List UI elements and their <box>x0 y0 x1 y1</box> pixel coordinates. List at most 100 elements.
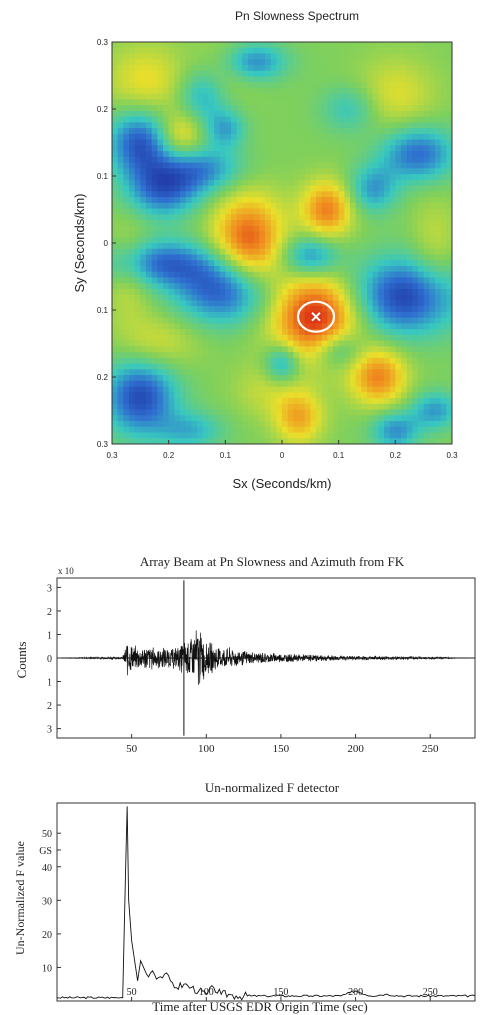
heatmap-cell <box>287 260 294 267</box>
heatmap-cell <box>265 369 272 376</box>
heatmap-cell <box>134 225 141 233</box>
heatmap-cell <box>316 432 323 439</box>
heatmap-cell <box>236 317 243 324</box>
heatmap-cell <box>361 438 368 444</box>
heatmap-cell <box>242 432 249 439</box>
x-tick-label: 250 <box>422 743 439 755</box>
heatmap-cell <box>316 185 323 192</box>
heatmap-cell <box>321 93 328 101</box>
heatmap-cell <box>202 340 209 347</box>
heatmap-cell <box>310 208 317 215</box>
heatmap-cell <box>253 369 260 376</box>
heatmap-cell <box>316 82 323 89</box>
heatmap-cell <box>180 105 187 112</box>
heatmap-cell <box>270 260 277 267</box>
heatmap-cell <box>372 99 379 106</box>
heatmap-cell <box>270 340 277 347</box>
heatmap-cell <box>384 220 391 227</box>
heatmap-cell <box>316 191 323 198</box>
heatmap-cell <box>168 87 175 95</box>
heatmap-cell <box>440 145 447 152</box>
heatmap-cell <box>197 277 204 284</box>
heatmap-cell <box>174 323 181 330</box>
heatmap-cell <box>293 174 300 181</box>
heatmap-cell <box>395 59 402 66</box>
heatmap-cell <box>146 231 153 238</box>
heatmap-cell <box>350 334 357 342</box>
heatmap-cell <box>140 311 147 319</box>
heatmap-cell <box>389 248 396 256</box>
heatmap-cell <box>406 82 413 89</box>
heatmap-cell <box>265 438 272 444</box>
heatmap-cell <box>412 185 419 192</box>
heatmap-cell <box>446 294 452 302</box>
heatmap-cell <box>140 105 147 112</box>
heatmap-cell <box>435 380 442 388</box>
heatmap-cell <box>287 174 294 181</box>
heatmap-cell <box>214 426 221 434</box>
heatmap-cell <box>180 283 187 290</box>
heatmap-cell <box>384 231 391 238</box>
heatmap-cell <box>423 323 430 330</box>
heatmap-cell <box>395 174 402 181</box>
heatmap-cell <box>151 220 158 227</box>
y-tick-label: 2 <box>47 607 52 618</box>
heatmap-cell <box>372 64 379 72</box>
heatmap-cell <box>429 357 436 365</box>
heatmap-cell <box>112 415 119 422</box>
heatmap-cell <box>355 42 362 49</box>
heatmap-cell <box>157 174 164 181</box>
heatmap-cell <box>202 128 209 135</box>
heatmap-cell <box>253 214 260 221</box>
heatmap-cell <box>372 294 379 302</box>
heatmap-cell <box>157 133 164 141</box>
heatmap-cell <box>219 76 226 83</box>
heatmap-cell <box>242 231 249 238</box>
heatmap-cell <box>134 415 141 422</box>
heatmap-cell <box>265 93 272 101</box>
heatmap-cell <box>191 415 198 422</box>
heatmap-cell <box>304 179 311 187</box>
heatmap-cell <box>157 248 164 256</box>
heatmap-cell <box>219 403 226 411</box>
heatmap-cell <box>151 99 158 106</box>
heatmap-cell <box>180 334 187 342</box>
heatmap-cell <box>214 248 221 256</box>
heatmap-cell <box>129 237 136 244</box>
heatmap-cell <box>259 415 266 422</box>
heatmap-cell <box>253 306 260 313</box>
heatmap-cell <box>299 352 306 359</box>
heatmap-cell <box>146 300 153 307</box>
heatmap-cell <box>231 392 238 399</box>
heatmap-cell <box>112 110 119 118</box>
heatmap-cell <box>174 185 181 192</box>
heatmap-cell <box>174 59 181 66</box>
heatmap-cell <box>208 288 215 296</box>
heatmap-cell <box>180 277 187 284</box>
heatmap-cell <box>361 133 368 141</box>
heatmap-cell <box>293 202 300 210</box>
heatmap-cell <box>168 116 175 123</box>
heatmap-cell <box>321 254 328 261</box>
heatmap-cell <box>180 386 187 393</box>
heatmap-cell <box>401 363 408 370</box>
heatmap-cell <box>389 76 396 83</box>
heatmap-cell <box>231 128 238 135</box>
heatmap-cell <box>367 185 374 192</box>
heatmap-cell <box>299 87 306 95</box>
heatmap-cell <box>123 426 130 434</box>
heatmap-cell <box>185 59 192 66</box>
heatmap-cell <box>123 237 130 244</box>
heatmap-cell <box>265 87 272 95</box>
heatmap-cell <box>112 70 119 78</box>
heatmap-cell <box>355 185 362 192</box>
heatmap-cell <box>180 197 187 204</box>
heatmap-cell <box>423 346 430 353</box>
heatmap-cell <box>276 139 283 146</box>
heatmap-cell <box>282 237 289 244</box>
heatmap-cell <box>344 139 351 146</box>
heatmap-cell <box>117 300 124 307</box>
heatmap-cell <box>446 306 452 313</box>
heatmap-cell <box>174 311 181 319</box>
heatmap-cell <box>270 283 277 290</box>
